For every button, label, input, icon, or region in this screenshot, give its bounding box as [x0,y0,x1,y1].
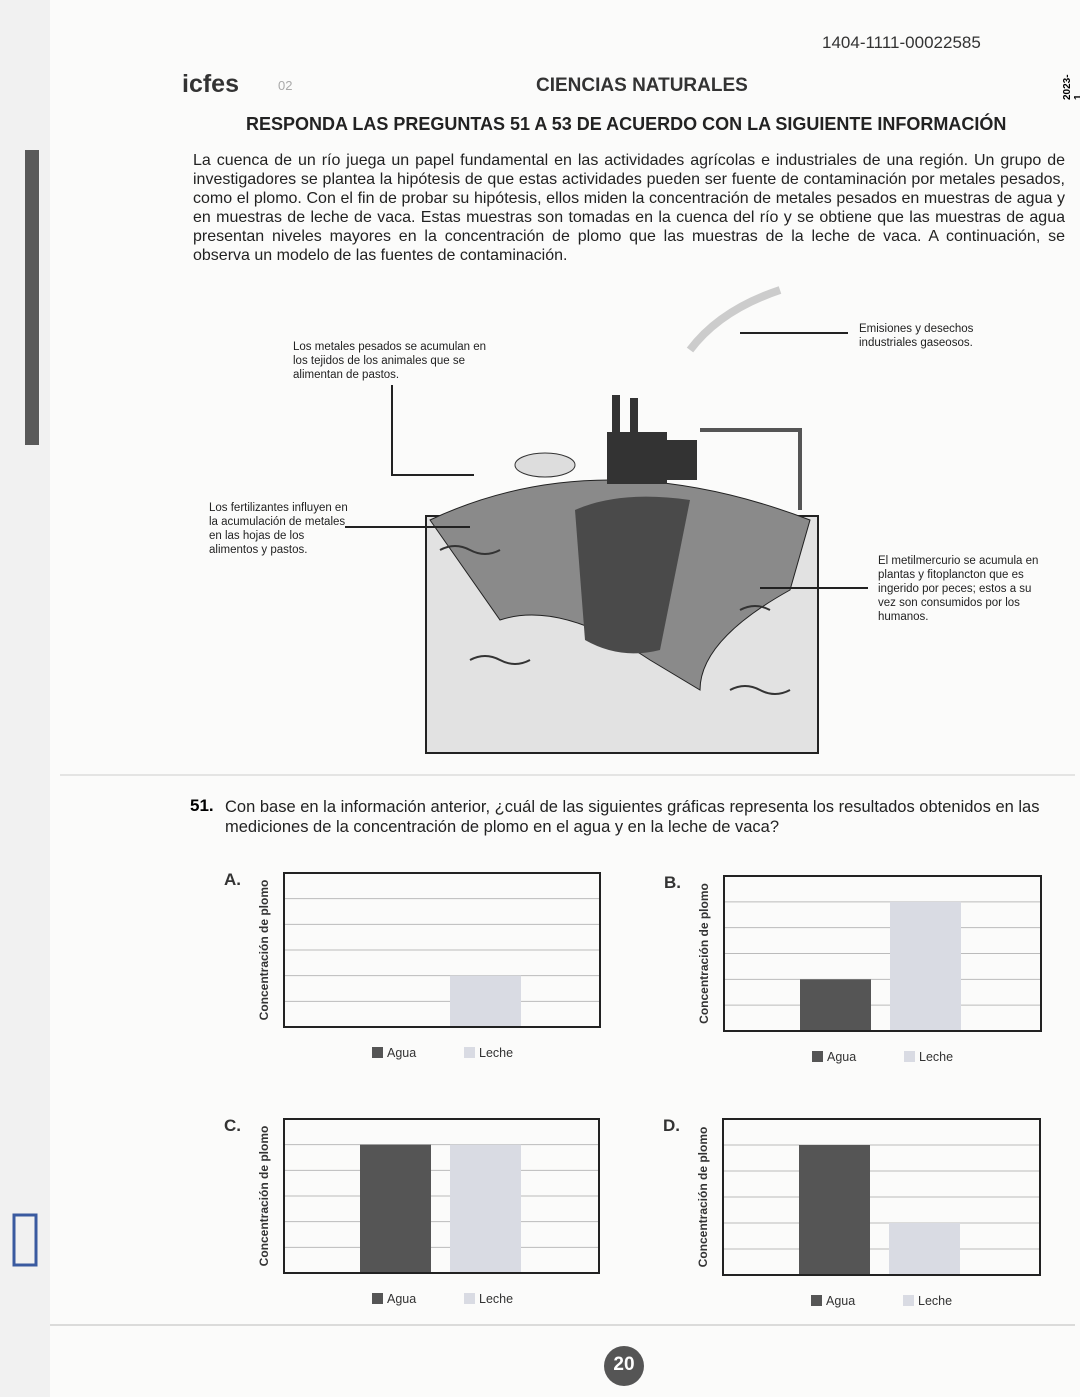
diagram-label: El metilmercurio se acumula en plantas y… [878,555,1039,623]
y-axis-label: Concentración de plomo [696,1127,710,1268]
question-text: Con base en la información anterior, ¿cu… [225,798,1040,836]
y-axis-label: Concentración de plomo [257,1126,271,1267]
instruction: RESPONDA LAS PREGUNTAS 51 A 53 DE ACUERD… [246,114,1007,134]
code: 1404-1111-00022585 [822,33,981,52]
diagram-label: Los fertilizantes influyen en la acumula… [209,502,348,556]
context: La cuenca de un río juega un papel funda… [193,152,1065,264]
y-axis-label: Concentración de plomo [257,880,271,1021]
plot-frame [723,875,1042,1032]
building [667,440,697,480]
diagram [345,286,868,754]
legend-label: Leche [479,1046,513,1060]
year: 2023-1 [1062,74,1080,100]
option-letter: C. [224,1116,241,1135]
brand: icfes [182,70,239,98]
bar [890,901,961,1031]
waves [439,545,791,695]
legend-label: Leche [919,1050,953,1064]
plot-frame [283,872,601,1028]
legend-swatch [903,1295,914,1306]
y-axis-label: Concentración de plomo [697,883,711,1024]
legend-label: Agua [387,1046,416,1060]
marker [12,1213,38,1267]
pointer [391,385,474,476]
bar [800,979,871,1031]
section-number: 02 [278,78,293,93]
chimney [612,395,620,435]
legend-swatch [812,1051,823,1062]
legend-swatch [811,1295,822,1306]
plot-frame [283,1118,600,1274]
legend-label: Agua [387,1292,416,1306]
legend-label: Agua [827,1050,856,1064]
legend-label: Leche [479,1292,513,1306]
bar [889,1223,960,1275]
legend-swatch [372,1047,383,1058]
legend-swatch [464,1047,475,1058]
barcode [25,150,39,445]
legend-swatch [372,1293,383,1304]
page-badge [604,1346,644,1386]
question-number: 51. [190,796,214,815]
bar [799,1145,870,1275]
legend-label: Agua [826,1294,855,1308]
pipe [700,428,802,510]
bar [450,975,521,1027]
legend-swatch [464,1293,475,1304]
bar [360,1144,431,1273]
smoke [686,286,782,353]
legend-swatch [904,1051,915,1062]
subject: CIENCIAS NATURALES [536,75,748,96]
legend-label: Leche [918,1294,952,1308]
plot-frame [722,1118,1041,1276]
diagram-label: Emisiones y desechos industriales gaseos… [859,323,974,349]
chimney [630,398,638,435]
cow [514,452,576,478]
option-letter: D. [663,1116,680,1135]
page-number: 20 [613,1354,635,1375]
bar [450,1144,521,1273]
factory [607,432,667,484]
crop-field [575,496,690,654]
option-letter: A. [224,870,241,889]
diagram-label: Los metales pesados se acumulan en los t… [293,341,487,381]
option-letter: B. [664,873,681,892]
